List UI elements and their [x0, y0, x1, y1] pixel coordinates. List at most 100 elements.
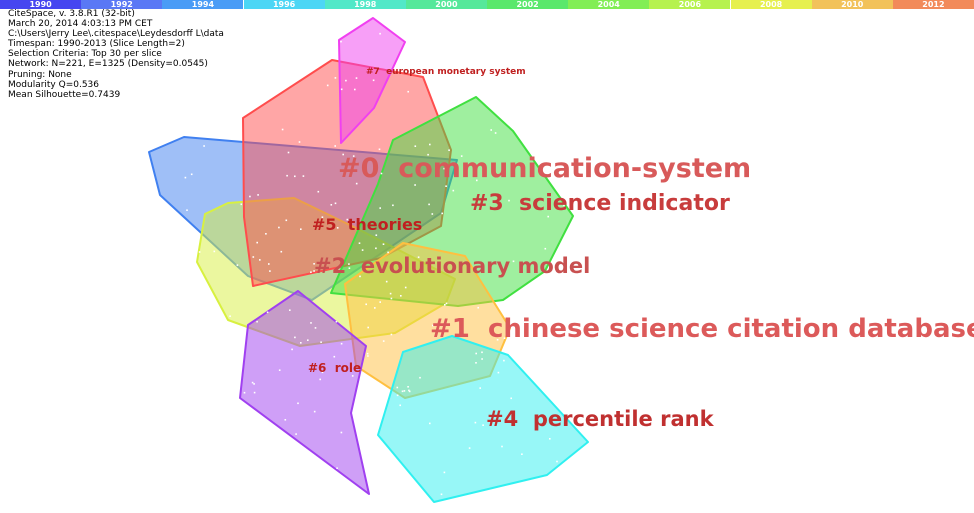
node-dot: [229, 315, 231, 317]
node-dot: [266, 311, 269, 314]
node-dot: [443, 167, 445, 170]
node-dot: [544, 247, 547, 250]
node-dot: [302, 175, 305, 177]
node-dot: [320, 341, 322, 343]
node-dot: [284, 419, 287, 421]
node-dot: [440, 493, 443, 496]
info-line: Network: N=221, E=1325 (Density=0.0545): [8, 59, 208, 70]
node-dot: [348, 263, 350, 265]
node-dot: [287, 151, 290, 154]
node-dot: [354, 88, 356, 91]
cluster-4-hull[interactable]: [377, 335, 589, 503]
node-dot: [285, 219, 288, 222]
node-dot: [441, 212, 443, 215]
node-dot: [366, 352, 369, 355]
node-dot: [367, 326, 369, 329]
node-dot: [382, 243, 385, 245]
node-dot: [512, 260, 515, 263]
node-dot: [186, 209, 188, 211]
cluster-7-hull[interactable]: [338, 17, 406, 144]
node-dot: [252, 256, 255, 258]
node-dot: [321, 371, 324, 374]
node-dot: [184, 176, 187, 179]
node-dot: [259, 259, 261, 261]
node-dot: [278, 369, 281, 371]
node-dot: [549, 438, 551, 440]
cluster-0-label[interactable]: #0 communication-system: [338, 153, 751, 184]
node-dot: [321, 216, 324, 218]
cluster-6-label[interactable]: #6 role: [308, 361, 361, 375]
node-dot: [417, 256, 420, 258]
node-dot: [496, 339, 499, 341]
node-dot: [460, 155, 463, 157]
node-dot: [336, 467, 338, 469]
node-dot: [336, 227, 339, 229]
node-dot: [310, 271, 312, 273]
node-dot: [342, 153, 344, 156]
node-dot: [269, 270, 271, 272]
node-dot: [547, 215, 549, 218]
cluster-1-label[interactable]: #1 chinese science citation database: [430, 314, 974, 344]
node-dot: [326, 84, 329, 87]
node-dot: [236, 264, 239, 266]
cluster-5-label[interactable]: #5 theories: [312, 215, 422, 234]
node-dot: [563, 204, 565, 207]
node-dot: [414, 145, 417, 147]
node-dot: [379, 32, 381, 35]
node-dot: [372, 79, 375, 82]
node-dot: [249, 195, 251, 198]
timeline-year-2002: 2002: [487, 0, 569, 9]
cluster-7-label[interactable]: #7 european monetary system: [366, 67, 526, 77]
node-dot: [404, 286, 407, 289]
node-dot: [243, 391, 246, 394]
node-dot: [307, 339, 309, 341]
timeline-year-1998: 1998: [324, 0, 406, 9]
node-dot: [294, 336, 296, 339]
node-dot: [387, 251, 389, 254]
node-dot: [429, 143, 431, 146]
cluster-2-label[interactable]: #2 evolutionary model: [314, 254, 590, 278]
node-dot: [298, 141, 301, 143]
node-dot: [448, 149, 450, 151]
node-dot: [280, 250, 283, 253]
node-dot: [334, 145, 336, 147]
node-dot: [510, 397, 512, 400]
node-dot: [286, 174, 288, 177]
cluster-3-label[interactable]: #3 science indicator: [470, 191, 730, 216]
node-dot: [330, 204, 333, 206]
node-dot: [379, 207, 381, 209]
node-dot: [389, 292, 392, 295]
node-dot: [294, 175, 296, 178]
node-dot: [427, 153, 429, 156]
node-dot: [390, 333, 393, 336]
cluster-4-label[interactable]: #4 percentile rank: [486, 407, 715, 431]
node-dot: [348, 267, 351, 269]
node-dot: [419, 376, 421, 379]
node-dot: [190, 173, 193, 176]
node-dot: [490, 129, 492, 131]
node-dot: [295, 433, 297, 435]
node-dot: [317, 190, 320, 193]
node-dot: [475, 352, 477, 355]
info-line: CiteSpace, v. 3.8.R1 (32-bit): [8, 9, 135, 19]
node-dot: [503, 359, 505, 362]
node-dot: [468, 447, 471, 449]
node-dot: [407, 90, 409, 93]
node-dot: [367, 355, 369, 357]
node-dot: [398, 267, 400, 270]
info-panel: CiteSpace, v. 3.8.R1 (32-bit) March 20, 2…: [8, 9, 224, 100]
node-dot: [361, 249, 364, 251]
node-dot: [390, 297, 393, 300]
info-line: Modularity Q=0.536: [8, 79, 100, 90]
node-dot: [313, 263, 315, 265]
node-dot: [429, 422, 431, 425]
node-dot: [445, 185, 447, 187]
timeline-year-1990: 1990: [0, 0, 82, 9]
timeline-year-2000: 2000: [405, 0, 487, 9]
node-dot: [428, 203, 430, 206]
node-dot: [501, 445, 503, 448]
cluster-6-hull[interactable]: [239, 290, 370, 495]
node-dot: [355, 77, 358, 79]
node-dot: [300, 228, 302, 230]
